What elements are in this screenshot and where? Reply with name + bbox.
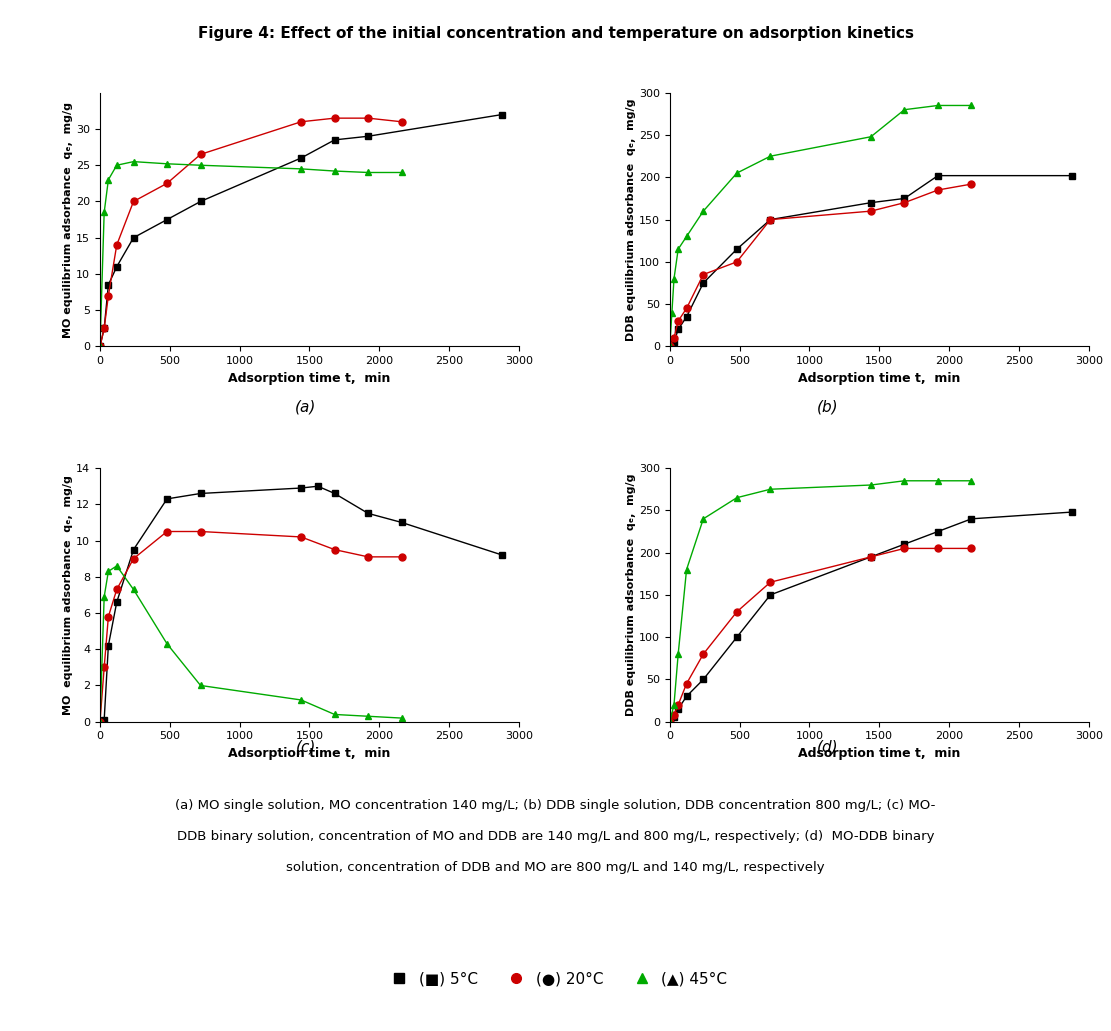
Y-axis label: DDB equilibrium adsorbance  qₑ,  mg/g: DDB equilibrium adsorbance qₑ, mg/g xyxy=(627,473,637,717)
Text: (c): (c) xyxy=(296,740,316,755)
Text: DDB binary solution, concentration of MO and DDB are 140 mg/L and 800 mg/L, resp: DDB binary solution, concentration of MO… xyxy=(177,830,934,843)
Text: (a) MO single solution, MO concentration 140 mg/L; (b) DDB single solution, DDB : (a) MO single solution, MO concentration… xyxy=(176,799,935,812)
Text: (d): (d) xyxy=(817,740,839,755)
Text: (b): (b) xyxy=(817,400,839,414)
X-axis label: Adsorption time t,  min: Adsorption time t, min xyxy=(798,747,961,760)
X-axis label: Adsorption time t,  min: Adsorption time t, min xyxy=(228,747,391,760)
X-axis label: Adsorption time t,  min: Adsorption time t, min xyxy=(228,371,391,385)
Y-axis label: DDB equilibrium adsorbance  qₑ,  mg/g: DDB equilibrium adsorbance qₑ, mg/g xyxy=(627,98,637,341)
X-axis label: Adsorption time t,  min: Adsorption time t, min xyxy=(798,371,961,385)
Y-axis label: MO equilibrium adsorbance  qₑ,  mg/g: MO equilibrium adsorbance qₑ, mg/g xyxy=(63,102,73,337)
Y-axis label: MO  equilibrium adsorbance  qₑ,  mg/g: MO equilibrium adsorbance qₑ, mg/g xyxy=(63,475,73,714)
Text: (a): (a) xyxy=(294,400,317,414)
Text: Figure 4: Effect of the initial concentration and temperature on adsorption kine: Figure 4: Effect of the initial concentr… xyxy=(198,26,913,41)
Text: solution, concentration of DDB and MO are 800 mg/L and 140 mg/L, respectively: solution, concentration of DDB and MO ar… xyxy=(287,861,824,874)
Legend: (■) 5°C, (●) 20°C, (▲) 45°C: (■) 5°C, (●) 20°C, (▲) 45°C xyxy=(378,965,733,993)
